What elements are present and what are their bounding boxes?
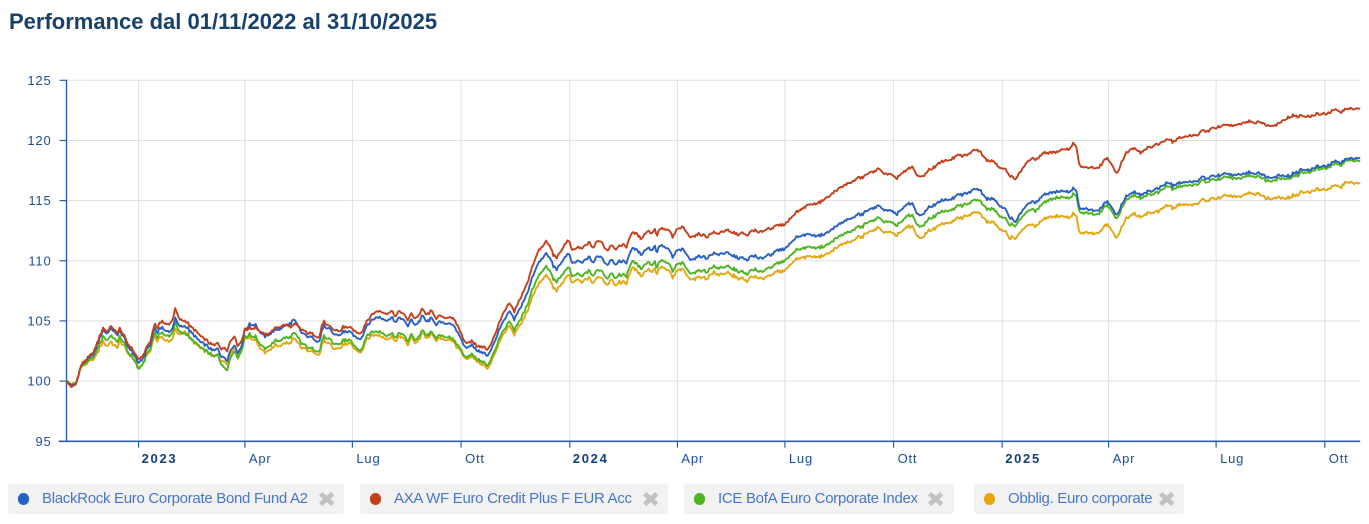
svg-text:115: 115 xyxy=(28,193,51,208)
svg-text:Ott: Ott xyxy=(465,451,485,466)
svg-text:Apr: Apr xyxy=(681,451,704,466)
svg-text:Lug: Lug xyxy=(789,451,813,466)
svg-text:105: 105 xyxy=(27,313,51,328)
svg-text:Apr: Apr xyxy=(249,451,272,466)
svg-text:Apr: Apr xyxy=(1113,451,1136,466)
svg-text:100: 100 xyxy=(27,374,51,389)
svg-text:2025: 2025 xyxy=(1005,451,1041,466)
svg-text:95: 95 xyxy=(35,434,51,449)
svg-text:110: 110 xyxy=(28,253,51,268)
svg-text:Ott: Ott xyxy=(898,451,918,466)
svg-text:Lug: Lug xyxy=(356,451,380,466)
svg-text:2024: 2024 xyxy=(573,451,609,466)
svg-text:Ott: Ott xyxy=(1329,451,1349,466)
svg-text:2023: 2023 xyxy=(142,451,178,466)
svg-text:Lug: Lug xyxy=(1220,451,1244,466)
svg-text:Performance dal 01/11/2022 al: Performance dal 01/11/2022 al 31/10/2025 xyxy=(9,9,437,34)
svg-text:125: 125 xyxy=(27,73,51,88)
svg-text:120: 120 xyxy=(27,133,51,148)
